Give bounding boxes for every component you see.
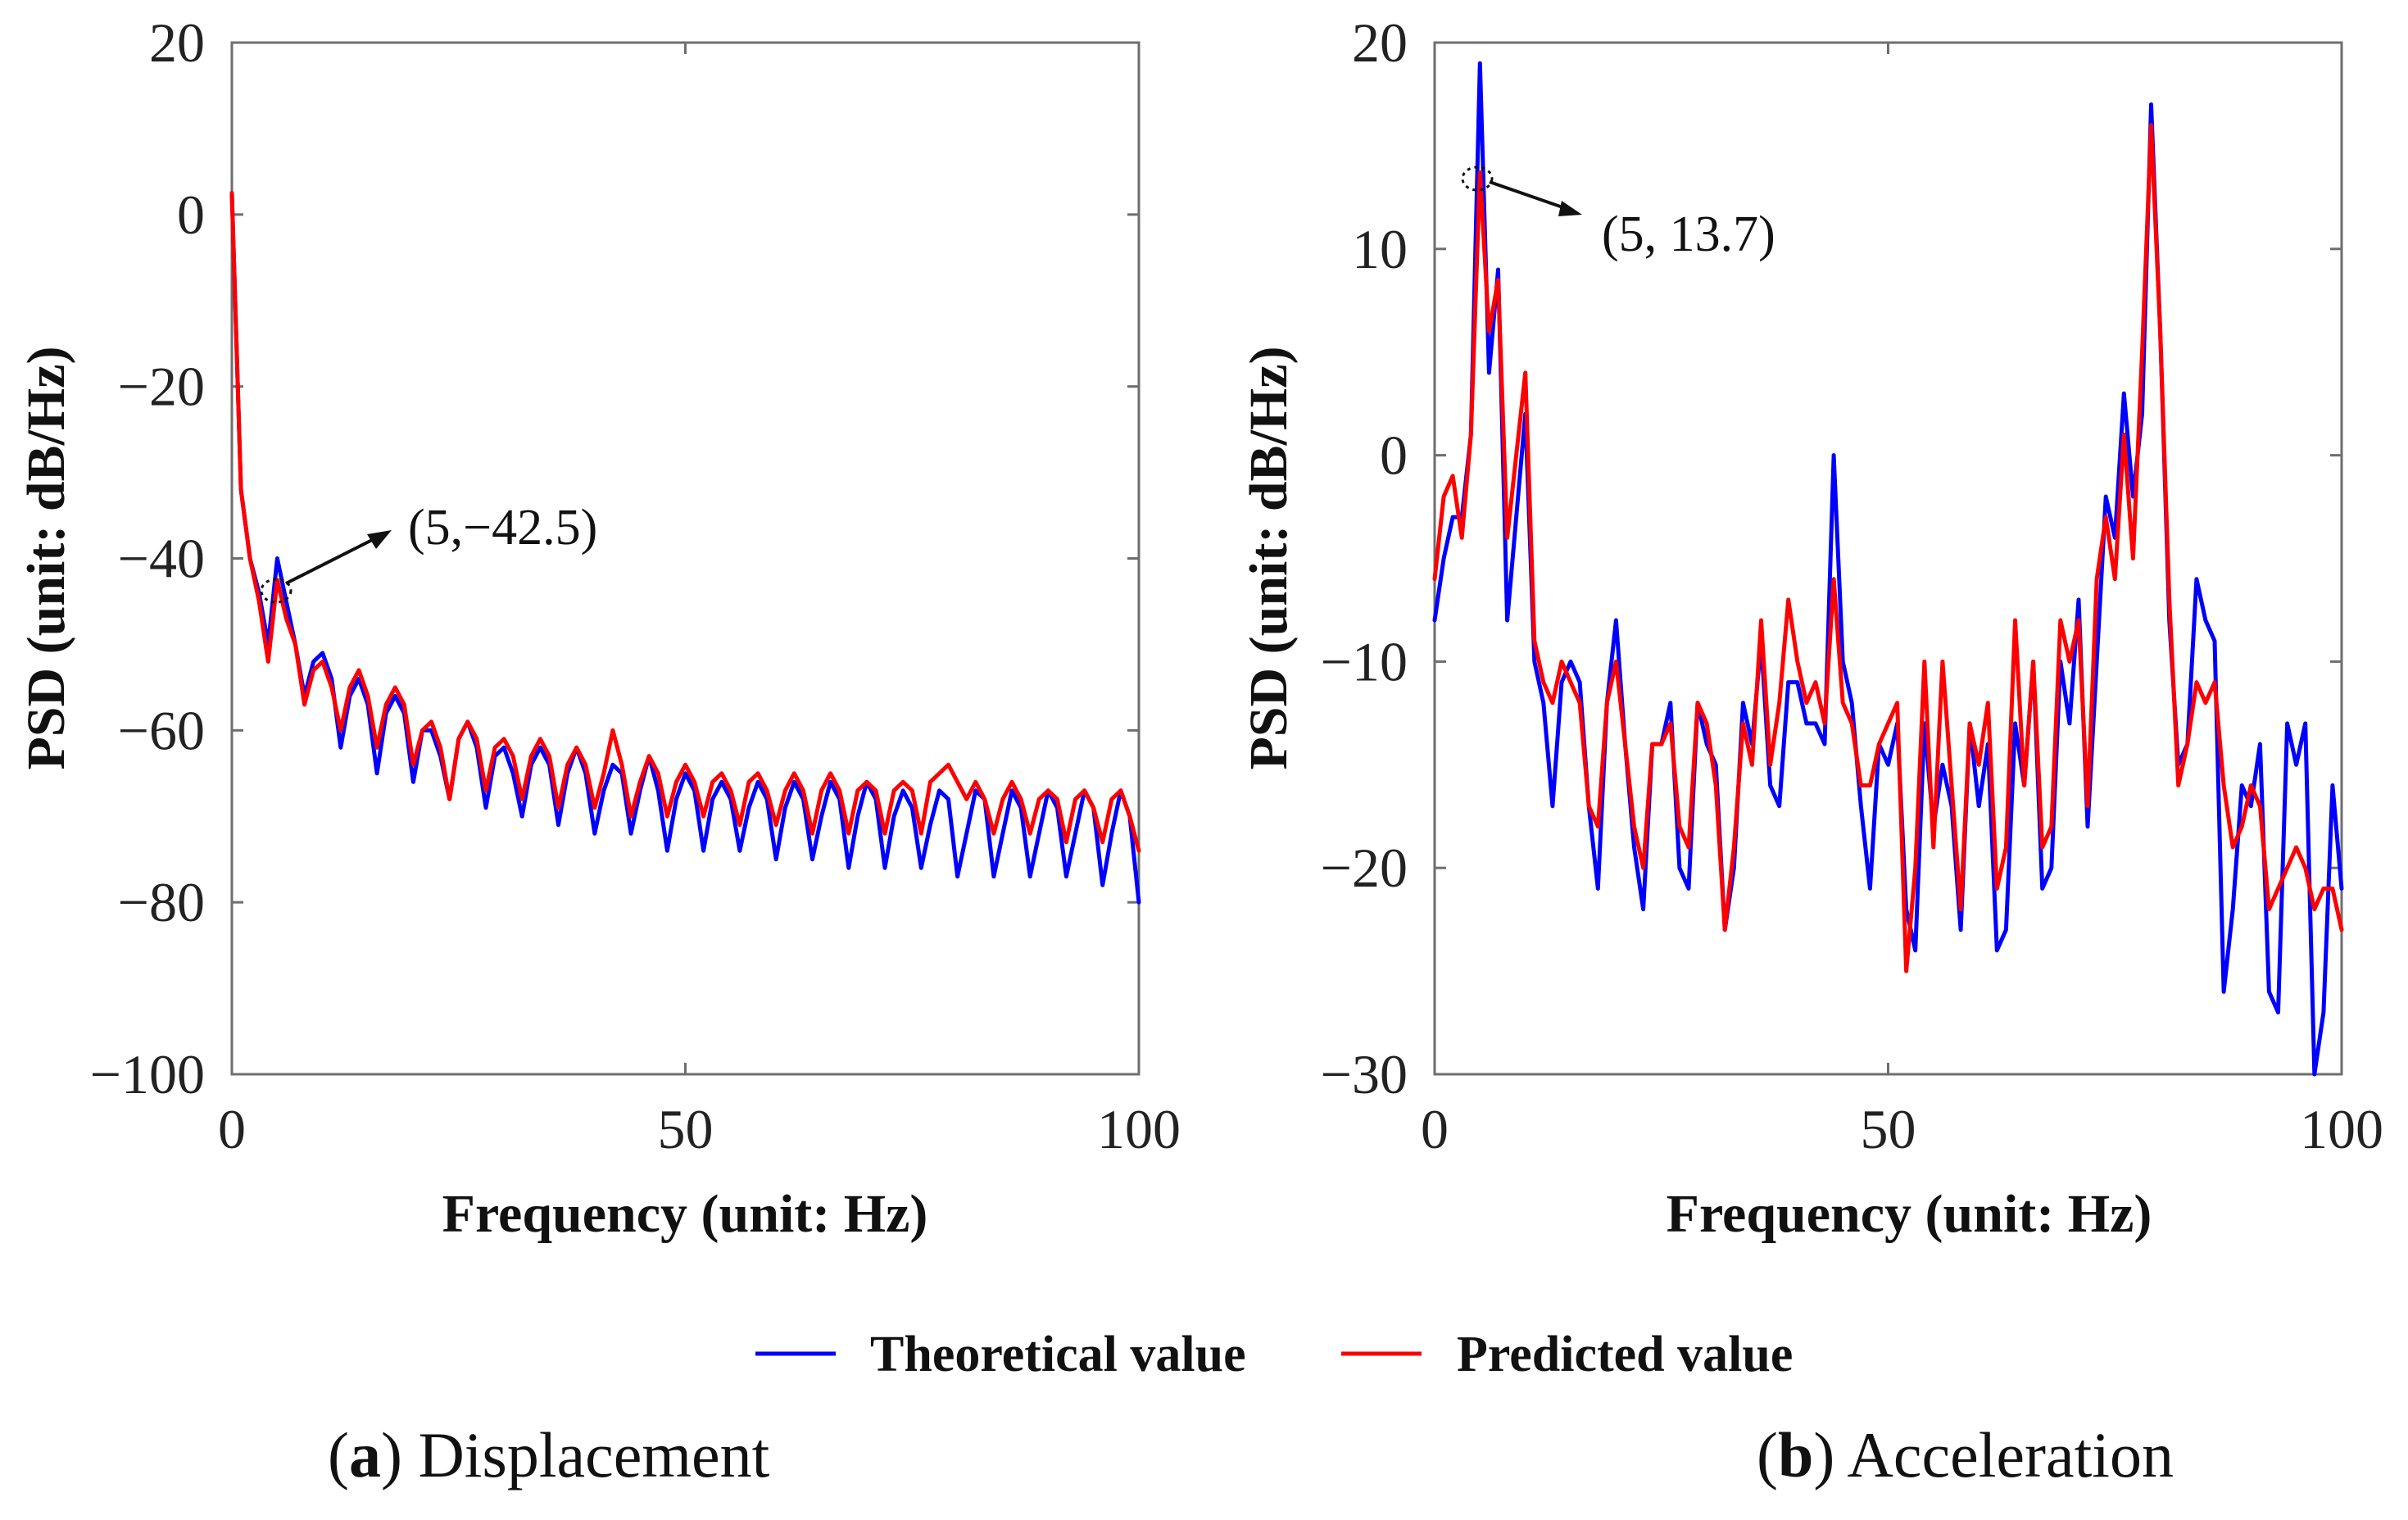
x-tick-label: 100 bbox=[2300, 1098, 2383, 1160]
x-tick-label: 100 bbox=[1097, 1098, 1181, 1160]
y-tick-label: 0 bbox=[177, 184, 205, 246]
caption-acceleration: (b) Acceleration bbox=[1757, 1419, 2174, 1491]
x-axis-title-acceleration: Frequency (unit: Hz) bbox=[1667, 1184, 2152, 1244]
y-tick-label: 10 bbox=[1352, 218, 1408, 280]
caption-displacement: (a) Displacement bbox=[328, 1419, 770, 1491]
annotation-arrowhead-displacement bbox=[367, 530, 392, 549]
annotation-marker-acceleration bbox=[1461, 166, 1494, 192]
series-lines-displacement bbox=[229, 191, 1141, 905]
annotation-arrow-acceleration bbox=[1489, 180, 1568, 211]
y-axis-ticks-acceleration: 20 10 0 −10 −20 −30 bbox=[1321, 11, 2342, 1105]
plot-frame-acceleration bbox=[1433, 41, 2343, 1076]
annotation-arrowhead-acceleration bbox=[1558, 201, 1582, 216]
y-tick-label: −20 bbox=[118, 356, 205, 418]
x-tick-label: 0 bbox=[1421, 1098, 1449, 1160]
legend-label-predicted: Predicted value bbox=[1457, 1327, 1793, 1382]
annotation-marker-displacement bbox=[260, 578, 292, 604]
caption-title-b: Acceleration bbox=[1848, 1419, 2174, 1491]
y-tick-label: −10 bbox=[1321, 630, 1408, 692]
y-tick-label: 20 bbox=[149, 11, 205, 74]
y-axis-title-displacement: PSD (unit: dB/Hz) bbox=[16, 346, 76, 769]
y-tick-label: 0 bbox=[1380, 424, 1408, 487]
y-tick-label: 20 bbox=[1352, 11, 1408, 74]
x-tick-label: 50 bbox=[1861, 1098, 1916, 1160]
x-tick-label: 50 bbox=[658, 1098, 714, 1160]
plot-frame-displacement bbox=[230, 41, 1141, 1076]
y-tick-label: −100 bbox=[90, 1043, 205, 1105]
annotation-label-acceleration: (5, 13.7) bbox=[1602, 206, 1775, 262]
y-tick-label: −60 bbox=[118, 699, 205, 761]
caption-letter-a: a bbox=[349, 1419, 381, 1491]
series-line-predicted-value bbox=[229, 191, 1141, 853]
legend: Theoretical value Predicted value bbox=[755, 1327, 1793, 1382]
series-line-theoretical-value bbox=[229, 191, 1141, 905]
y-tick-label: −80 bbox=[118, 871, 205, 933]
y-tick-label: −20 bbox=[1321, 837, 1408, 899]
series-line-predicted-value bbox=[1432, 123, 2344, 973]
y-tick-label: −40 bbox=[118, 528, 205, 590]
y-axis-title-acceleration: PSD (unit: dB/Hz) bbox=[1239, 346, 1299, 769]
series-lines-acceleration bbox=[1432, 61, 2344, 1077]
annotation-arrow-displacement bbox=[285, 535, 379, 585]
x-axis-ticks-displacement: 0 50 100 bbox=[218, 43, 1181, 1160]
x-tick-label: 0 bbox=[218, 1098, 246, 1160]
annotation-label-displacement: (5,−42.5) bbox=[408, 500, 597, 556]
x-axis-title-displacement: Frequency (unit: Hz) bbox=[442, 1184, 928, 1244]
x-axis-ticks-acceleration: 0 50 100 bbox=[1421, 43, 2383, 1160]
caption-letter-b: b bbox=[1778, 1419, 1813, 1491]
caption-title-a: Displacement bbox=[418, 1419, 769, 1491]
panel-displacement: 20 0 −20 −40 −60 −80 −100 0 50 100 PSD (unit: dB… bbox=[16, 11, 1181, 1244]
y-axis-ticks-displacement: 20 0 −20 −40 −60 −80 −100 bbox=[90, 11, 1139, 1105]
y-tick-label: −30 bbox=[1321, 1043, 1408, 1105]
legend-label-theoretical: Theoretical value bbox=[870, 1327, 1246, 1382]
